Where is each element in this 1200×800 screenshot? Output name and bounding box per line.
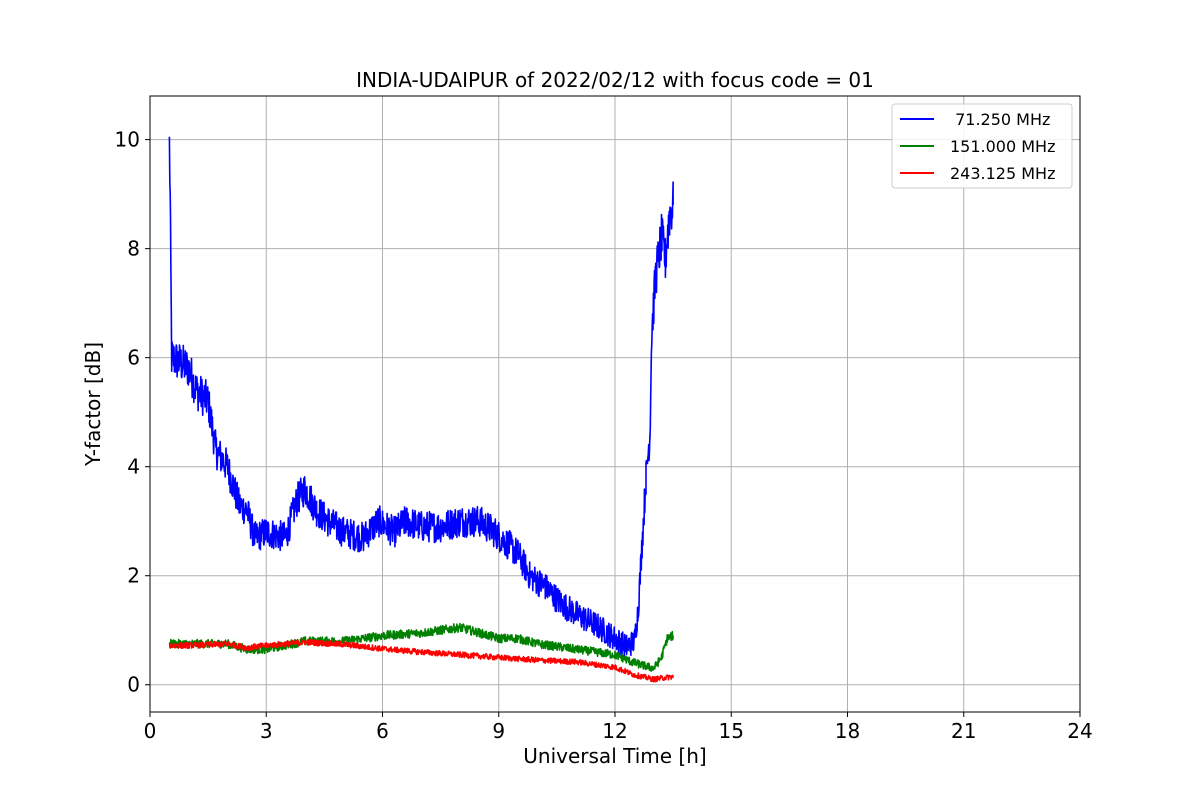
x-tick-label: 18 [835, 719, 860, 743]
legend-label-0: 71.250 MHz [950, 110, 1050, 129]
y-tick-label: 8 [127, 237, 140, 261]
x-tick-label: 15 [719, 719, 744, 743]
legend-label-2: 243.125 MHz [950, 164, 1055, 183]
y-tick-label: 6 [127, 346, 140, 370]
x-tick-label: 0 [144, 719, 157, 743]
x-tick-label: 3 [260, 719, 273, 743]
series-line-0 [168, 136, 674, 657]
chart-title: INDIA-UDAIPUR of 2022/02/12 with focus c… [356, 68, 874, 92]
legend-label-1: 151.000 MHz [950, 137, 1055, 156]
y-tick-label: 4 [127, 455, 140, 479]
x-tick-label: 6 [376, 719, 389, 743]
series-layer [168, 136, 674, 683]
y-tick-label: 0 [127, 673, 140, 697]
y-tick-label: 2 [127, 564, 140, 588]
x-tick-label: 21 [951, 719, 976, 743]
series-line-2 [168, 639, 674, 683]
x-axis-label: Universal Time [h] [523, 744, 706, 768]
legend-box [891, 103, 1073, 189]
y-axis-label: Y-factor [dB] [81, 342, 105, 467]
legend: 71.250 MHz 151.000 MHz 243.125 MHz [891, 103, 1073, 189]
y-tick-label: 10 [115, 128, 140, 152]
x-tick-label: 9 [492, 719, 505, 743]
x-tick-label: 12 [602, 719, 627, 743]
x-tick-label: 24 [1067, 719, 1092, 743]
